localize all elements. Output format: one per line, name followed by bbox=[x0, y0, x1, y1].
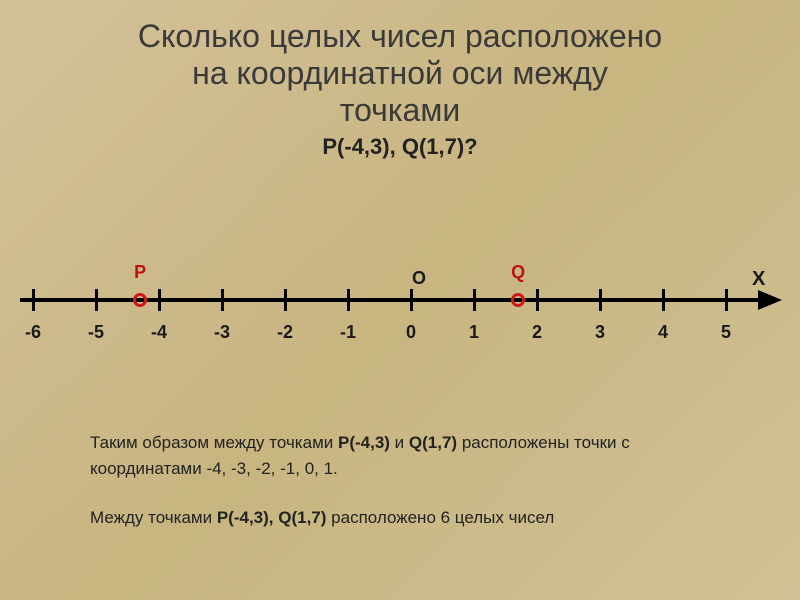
explanation-line3: Между точками Р(-4,3), Q(1,7) расположен… bbox=[90, 505, 630, 531]
tick-label: -5 bbox=[88, 322, 104, 343]
point-label-q: Q bbox=[511, 262, 525, 283]
tick-label: -3 bbox=[214, 322, 230, 343]
axis-line bbox=[20, 298, 760, 302]
tick bbox=[725, 289, 728, 311]
point-label-p: P bbox=[134, 262, 146, 283]
tick bbox=[284, 289, 287, 311]
slide-title: Сколько целых чисел расположено на коорд… bbox=[0, 0, 800, 128]
title-line3: точками bbox=[0, 92, 800, 129]
explanation-line2: координатами -4, -3, -2, -1, 0, 1. bbox=[90, 456, 630, 482]
origin-label: О bbox=[412, 268, 426, 289]
tick bbox=[662, 289, 665, 311]
tick-label: 5 bbox=[721, 322, 731, 343]
point-marker-q bbox=[511, 293, 525, 307]
axis-arrow-icon bbox=[758, 290, 782, 310]
tick-label: 2 bbox=[532, 322, 542, 343]
explanation-line1: Таким образом между точками Р(-4,3) и Q(… bbox=[90, 430, 630, 456]
tick-label: 0 bbox=[406, 322, 416, 343]
tick bbox=[158, 289, 161, 311]
point-marker-p bbox=[133, 293, 147, 307]
tick bbox=[32, 289, 35, 311]
x-axis-label: Х bbox=[752, 268, 765, 291]
tick bbox=[599, 289, 602, 311]
title-line1: Сколько целых чисел расположено bbox=[0, 18, 800, 55]
title-line2: на координатной оси между bbox=[0, 55, 800, 92]
subtitle: P(-4,3), Q(1,7)? bbox=[0, 134, 800, 160]
tick-label: -1 bbox=[340, 322, 356, 343]
tick-label: 4 bbox=[658, 322, 668, 343]
tick-label: -2 bbox=[277, 322, 293, 343]
explanation-block: Таким образом между точками Р(-4,3) и Q(… bbox=[90, 430, 630, 531]
tick-label: 1 bbox=[469, 322, 479, 343]
tick bbox=[473, 289, 476, 311]
tick-label: -4 bbox=[151, 322, 167, 343]
tick bbox=[410, 289, 413, 311]
tick bbox=[347, 289, 350, 311]
tick bbox=[536, 289, 539, 311]
tick bbox=[221, 289, 224, 311]
tick-label: -6 bbox=[25, 322, 41, 343]
tick bbox=[95, 289, 98, 311]
tick-label: 3 bbox=[595, 322, 605, 343]
